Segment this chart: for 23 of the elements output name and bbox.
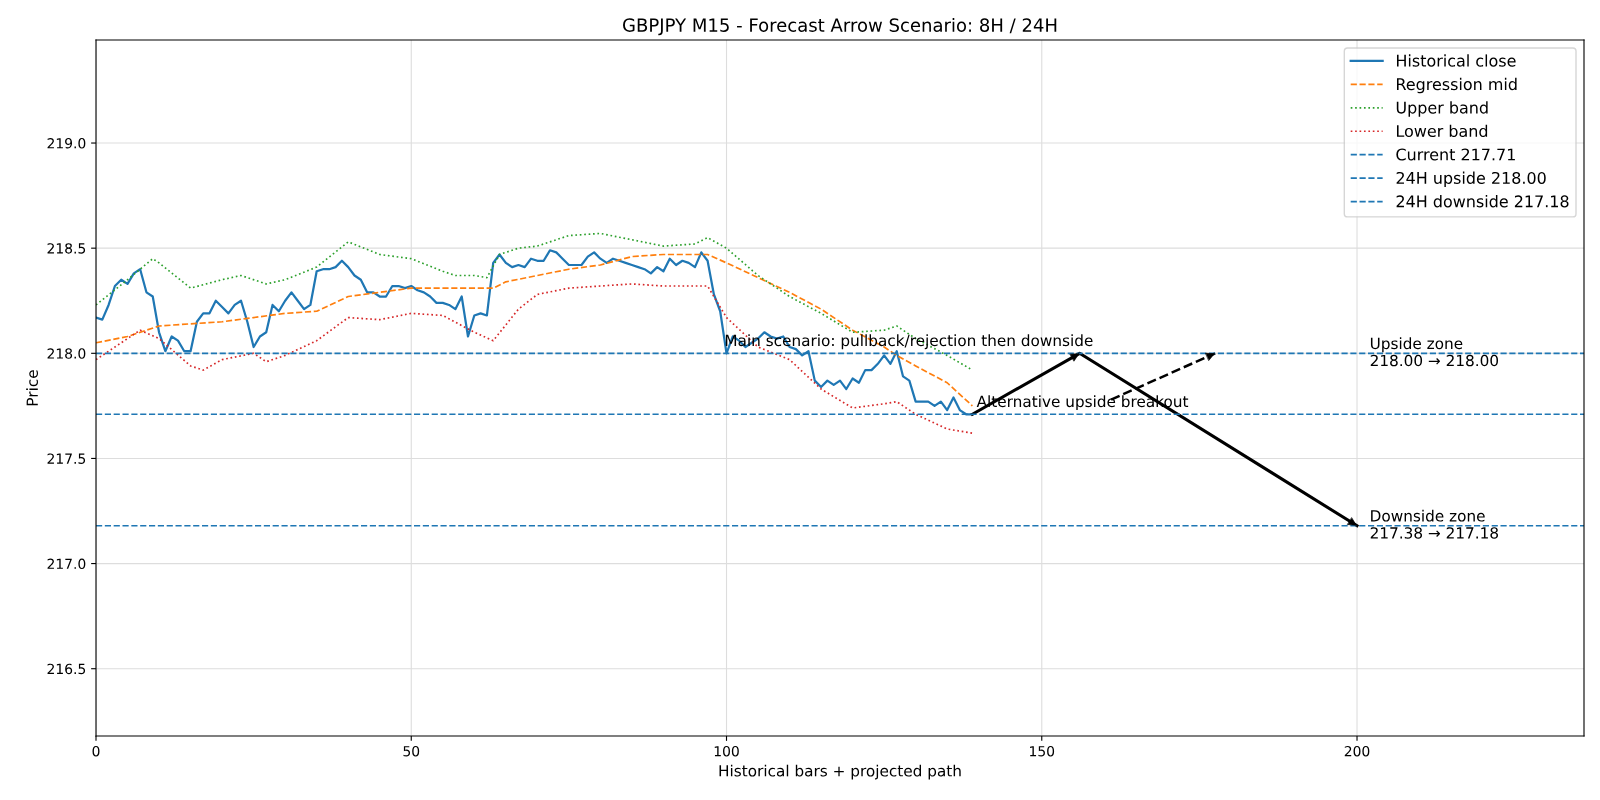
- legend-label: Current 217.71: [1396, 148, 1515, 161]
- annotation: Upside zone 218.00 → 218.00: [1370, 337, 1499, 367]
- legend-label: 24H upside 218.00: [1396, 171, 1546, 188]
- y-tick-label: 217.5: [47, 453, 86, 464]
- legend-label: Upper band: [1396, 101, 1488, 117]
- legend-label: Lower band: [1396, 124, 1488, 138]
- x-axis-title: Historical bars + projected path: [719, 764, 961, 780]
- y-tick-label: 218.5: [47, 243, 86, 254]
- x-tick-label: 0: [92, 745, 100, 757]
- y-tick-label: 218.0: [47, 348, 86, 359]
- y-tick-label: 216.5: [47, 663, 86, 675]
- chart-title: GBPJPY M15 - Forecast Arrow Scenario: 8H / 24H: [623, 17, 1057, 36]
- y-tick-label: 217.0: [47, 558, 86, 570]
- x-tick-label: 200: [1344, 745, 1370, 757]
- x-tick-label: 150: [1030, 745, 1055, 757]
- x-tick-label: 100: [714, 745, 739, 757]
- y-axis-title: Price: [26, 370, 38, 406]
- legend-label: Regression mid: [1396, 77, 1517, 94]
- y-tick-label: 219.0: [47, 138, 86, 149]
- legend-label: 24H downside 217.18: [1396, 195, 1569, 208]
- x-tick-label: 50: [403, 745, 420, 757]
- annotation: Downside zone 217.38 → 217.18: [1370, 509, 1499, 539]
- legend-label: Historical close: [1396, 54, 1516, 67]
